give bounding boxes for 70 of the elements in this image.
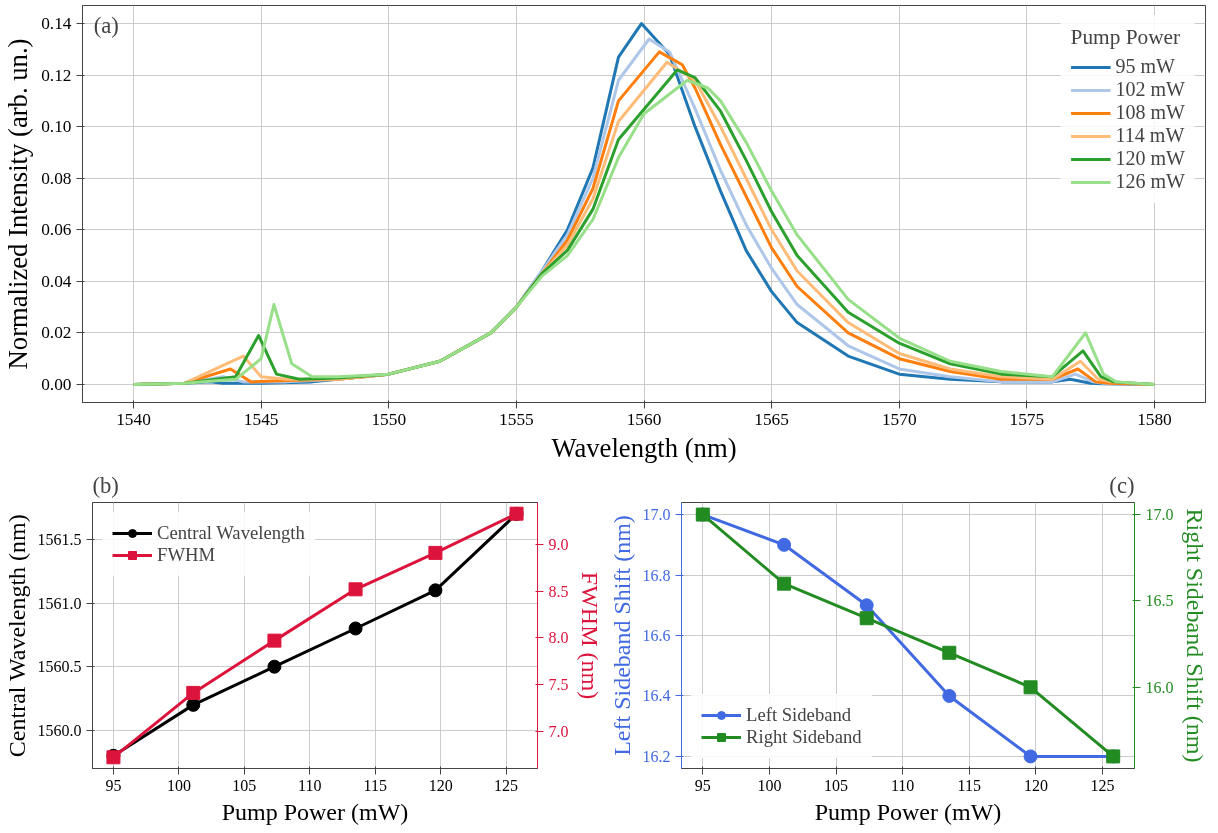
y2-tick-label: 8.5 [548,582,569,600]
legend-label: 120 mW [1115,147,1185,170]
x-tick-label: 1580 [1137,409,1172,429]
y-tick-label: 0.10 [41,117,72,137]
x-tick-label: 95 [694,776,711,794]
x-axis-title: Wavelength (nm) [551,432,737,463]
x-tick-label: 1545 [243,409,279,429]
legend-label: FWHM [157,544,216,566]
x-tick-label: 120 [428,776,453,794]
x-tick-label: 100 [757,776,782,794]
y2-axis-title: FWHM (nm) [576,571,603,700]
annotation: (a) [93,13,119,39]
x-tick-label: 1575 [1009,409,1045,429]
y2-tick-label: 7.0 [548,722,569,740]
x-tick-label: 1570 [881,409,917,429]
legend-label: Central Wavelength [157,522,305,544]
legend-label: 108 mW [1115,101,1185,124]
y2-tick-label: 8.0 [548,629,569,647]
y-tick-label: 1560.0 [37,721,82,739]
x-tick-label: 105 [232,776,257,794]
x-tick-label: 110 [298,776,322,794]
x-tick-label: 115 [957,776,981,794]
y-tick-label: 16.2 [642,747,671,765]
x-tick-label: 120 [1023,776,1048,794]
legend-title: Pump Power [1070,25,1182,50]
x-tick-label: 125 [1090,776,1115,794]
y-tick-label: 0.12 [41,65,72,85]
y-tick-label: 0.04 [41,271,72,291]
legend-label: 114 mW [1115,124,1185,147]
y-tick-label: 16.6 [642,627,671,644]
y-tick-label: 1561.5 [37,530,82,548]
y-axis-title: Left Sideband Shift (nm) [608,515,635,756]
y2-tick-label: 17.0 [1145,506,1174,524]
y-tick-label: 0.08 [41,168,72,188]
y-tick-label: 0.00 [41,374,72,394]
y2-tick-label: 16.5 [1145,592,1174,610]
y2-tick-label: 16.0 [1145,678,1174,696]
legend-label: 102 mW [1115,78,1185,101]
x-tick-label: 1555 [499,409,534,429]
x-tick-label: 95 [105,776,122,794]
x-tick-label: 115 [363,776,387,794]
legend-label: Left Sideband [746,704,852,726]
x-axis-title: Pump Power (mW) [221,798,409,825]
x-tick-label: 1550 [371,409,407,429]
y-tick-label: 17.0 [642,506,671,524]
y-axis-title: Central Wavelength (nm) [3,514,30,758]
y-tick-label: 1560.5 [37,658,82,676]
chart-title: (c) [1109,472,1135,498]
y-tick-label: 0.06 [41,220,72,240]
y-tick-label: 0.02 [41,323,72,343]
x-tick-label: 110 [890,776,915,794]
y2-tick-label: 9.0 [548,536,569,553]
y2-axis-title: Right Sideband Shift (nm) [1181,508,1208,763]
y-tick-label: 0.14 [41,14,72,34]
y-axis-title: Normalized Intensity (arb. un.) [3,38,34,370]
y-tick-label: 16.8 [642,566,671,584]
y-tick-label: 1561.0 [37,594,82,612]
legend-label: 95 mW [1115,55,1175,78]
y-tick-label: 16.4 [642,687,671,705]
x-tick-label: 1565 [754,409,789,429]
x-tick-label: 100 [166,776,191,794]
y2-tick-label: 7.5 [548,676,569,693]
x-axis-title: Pump Power (mW) [814,798,1002,825]
x-tick-label: 125 [494,776,519,794]
x-tick-label: 1560 [626,409,662,429]
chart-title: (b) [92,472,119,498]
x-tick-label: 105 [824,776,849,794]
legend-label: 126 mW [1115,170,1185,193]
x-tick-label: 1540 [116,409,151,429]
legend-label: Right Sideband [746,726,862,748]
